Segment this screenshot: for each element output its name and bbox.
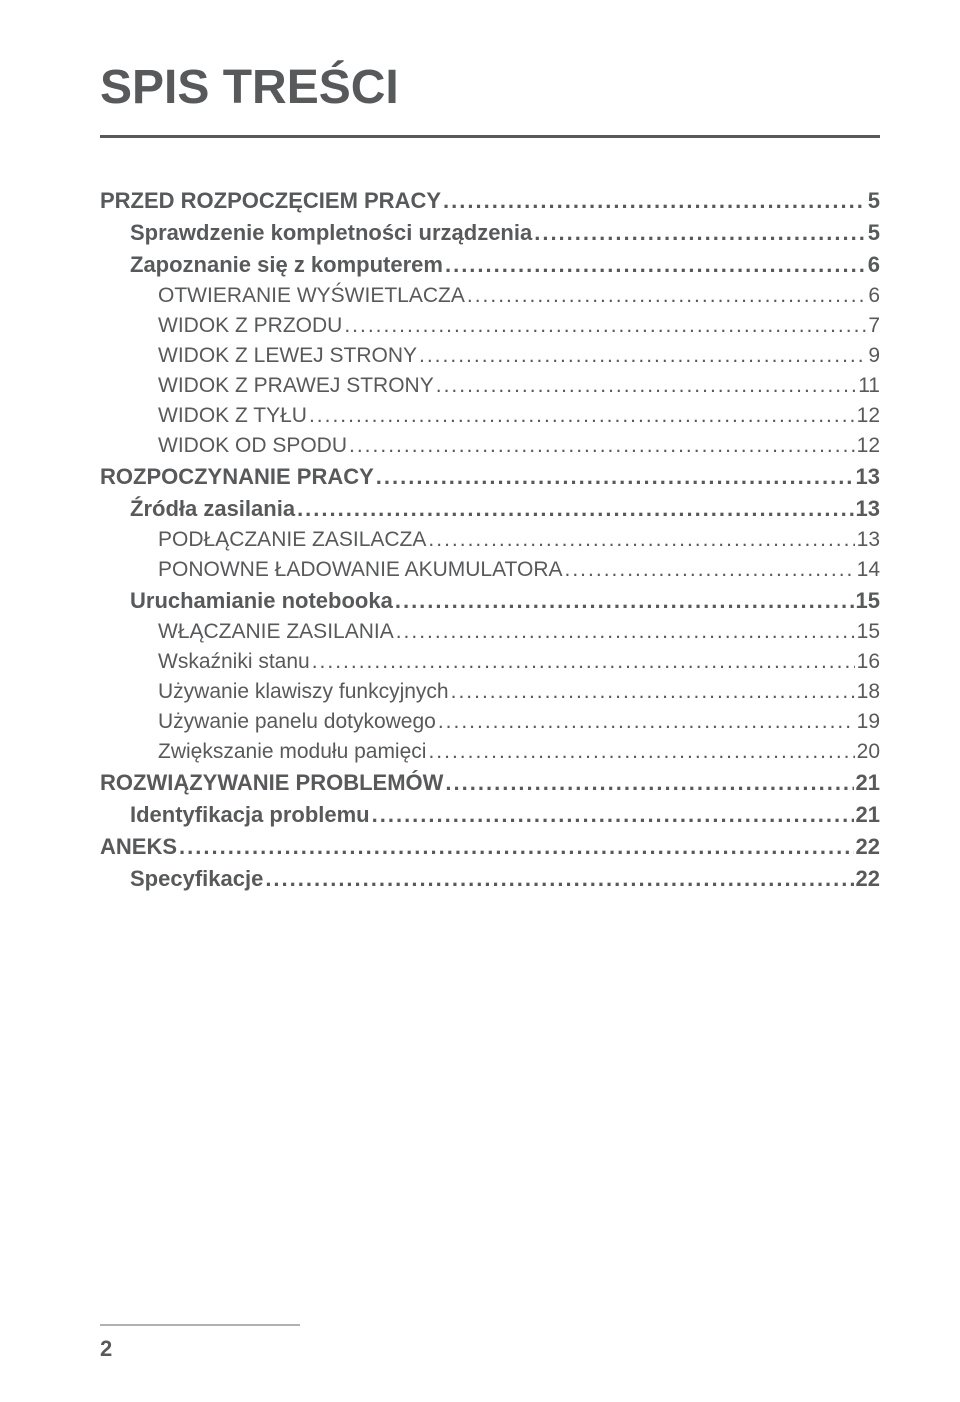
toc-entry-label: Źródła zasilania (130, 496, 295, 522)
toc-entry-page: 13 (857, 528, 880, 552)
toc-leader-dots (376, 464, 854, 490)
toc-entry: Używanie klawiszy funkcyjnych 18 (100, 680, 880, 704)
toc-entry: WIDOK Z PRZODU 7 (100, 314, 880, 338)
toc-entry-label: Wskaźniki stanu (158, 650, 310, 674)
toc-entry: WIDOK Z PRAWEJ STRONY 11 (100, 374, 880, 398)
toc-entry: WIDOK Z TYŁU 12 (100, 404, 880, 428)
toc-entry: PONOWNE ŁADOWANIE AKUMULATORA 14 (100, 558, 880, 582)
toc-leader-dots (372, 802, 854, 828)
toc-leader-dots (312, 650, 855, 674)
toc-entry-label: Uruchamianie notebooka (130, 588, 393, 614)
toc-entry-label: PODŁĄCZANIE ZASILACZA (158, 528, 426, 552)
page-title: SPIS TREŚCI (100, 60, 880, 115)
toc-entry-label: WIDOK Z TYŁU (158, 404, 307, 428)
toc-entry: Identyfikacja problemu 21 (100, 802, 880, 828)
toc-entry-label: WIDOK Z PRAWEJ STRONY (158, 374, 434, 398)
toc-entry-label: Używanie panelu dotykowego (158, 710, 436, 734)
toc-entry: Sprawdzenie kompletności urządzenia 5 (100, 220, 880, 246)
toc-entry-page: 13 (856, 464, 880, 490)
toc-entry: Zapoznanie się z komputerem 6 (100, 252, 880, 278)
toc-leader-dots (445, 252, 866, 278)
toc-entry-label: Identyfikacja problemu (130, 802, 370, 828)
toc-entry-page: 22 (856, 866, 880, 892)
toc-entry-label: Specyfikacje (130, 866, 263, 892)
toc-leader-dots (309, 404, 855, 428)
toc-leader-dots (565, 558, 855, 582)
toc-leader-dots (445, 770, 853, 796)
toc-entry: PODŁĄCZANIE ZASILACZA 13 (100, 528, 880, 552)
toc-entry-page: 19 (857, 710, 880, 734)
toc-entry-label: WIDOK Z LEWEJ STRONY (158, 344, 417, 368)
toc-entry-label: ROZPOCZYNANIE PRACY (100, 464, 374, 490)
toc-entry-label: WIDOK OD SPODU (158, 434, 347, 458)
footer-rule (100, 1324, 300, 1326)
toc-entry-page: 12 (857, 404, 880, 428)
toc-entry: WŁĄCZANIE ZASILANIA 15 (100, 620, 880, 644)
toc-entry: WIDOK OD SPODU 12 (100, 434, 880, 458)
toc-entry-page: 9 (868, 344, 880, 368)
toc-entry-page: 6 (868, 252, 880, 278)
toc-entry: Wskaźniki stanu 16 (100, 650, 880, 674)
toc-entry-page: 16 (857, 650, 880, 674)
toc-leader-dots (395, 588, 854, 614)
toc-leader-dots (297, 496, 853, 522)
toc-entry-label: ROZWIĄZYWANIE PROBLEMÓW (100, 770, 443, 796)
toc-leader-dots (428, 740, 854, 764)
toc-entry-label: ANEKS (100, 834, 177, 860)
toc-leader-dots (436, 374, 856, 398)
toc-leader-dots (349, 434, 855, 458)
toc-leader-dots (467, 284, 866, 308)
toc-entry-page: 5 (868, 220, 880, 246)
toc-entry: ANEKS 22 (100, 834, 880, 860)
page-footer: 2 (100, 1324, 880, 1362)
toc-entry: Uruchamianie notebooka 15 (100, 588, 880, 614)
toc-entry: WIDOK Z LEWEJ STRONY 9 (100, 344, 880, 368)
toc-entry: PRZED ROZPOCZĘCIEM PRACY 5 (100, 188, 880, 214)
toc-entry-page: 6 (868, 284, 880, 308)
toc-leader-dots (419, 344, 866, 368)
toc-entry-label: Używanie klawiszy funkcyjnych (158, 680, 449, 704)
toc-entry-label: PONOWNE ŁADOWANIE AKUMULATORA (158, 558, 563, 582)
toc-entry-page: 7 (868, 314, 880, 338)
toc-entry-page: 5 (868, 188, 880, 214)
toc-entry-label: WŁĄCZANIE ZASILANIA (158, 620, 394, 644)
toc-entry-page: 12 (857, 434, 880, 458)
toc-entry-label: Sprawdzenie kompletności urządzenia (130, 220, 532, 246)
toc-entry-page: 20 (857, 740, 880, 764)
toc-entry: Źródła zasilania 13 (100, 496, 880, 522)
toc-leader-dots (438, 710, 855, 734)
toc-leader-dots (428, 528, 854, 552)
toc-entry-page: 21 (856, 802, 880, 828)
toc-entry: Używanie panelu dotykowego 19 (100, 710, 880, 734)
toc-entry-page: 15 (857, 620, 880, 644)
toc-entry-label: PRZED ROZPOCZĘCIEM PRACY (100, 188, 441, 214)
toc-entry: Zwiększanie modułu pamięci 20 (100, 740, 880, 764)
page-number: 2 (100, 1336, 880, 1362)
toc-entry-label: OTWIERANIE WYŚWIETLACZA (158, 284, 465, 308)
toc-entry-page: 13 (856, 496, 880, 522)
toc-leader-dots (443, 188, 866, 214)
toc-entry: ROZWIĄZYWANIE PROBLEMÓW 21 (100, 770, 880, 796)
title-rule (100, 135, 880, 138)
toc-entry: Specyfikacje 22 (100, 866, 880, 892)
toc-entry-page: 18 (857, 680, 880, 704)
toc-leader-dots (344, 314, 866, 338)
toc-leader-dots (534, 220, 866, 246)
toc-entry-page: 11 (858, 374, 880, 398)
toc-entry: OTWIERANIE WYŚWIETLACZA 6 (100, 284, 880, 308)
toc-leader-dots (451, 680, 855, 704)
toc-leader-dots (179, 834, 854, 860)
toc-entry: ROZPOCZYNANIE PRACY 13 (100, 464, 880, 490)
toc-entry-page: 22 (856, 834, 880, 860)
toc-entry-page: 14 (857, 558, 880, 582)
toc-leader-dots (265, 866, 853, 892)
toc-entry-page: 15 (856, 588, 880, 614)
toc-entry-page: 21 (856, 770, 880, 796)
toc-entry-label: Zapoznanie się z komputerem (130, 252, 443, 278)
toc-entry-label: Zwiększanie modułu pamięci (158, 740, 426, 764)
toc-leader-dots (396, 620, 855, 644)
toc-entry-label: WIDOK Z PRZODU (158, 314, 342, 338)
table-of-contents: PRZED ROZPOCZĘCIEM PRACY5Sprawdzenie kom… (100, 188, 880, 892)
